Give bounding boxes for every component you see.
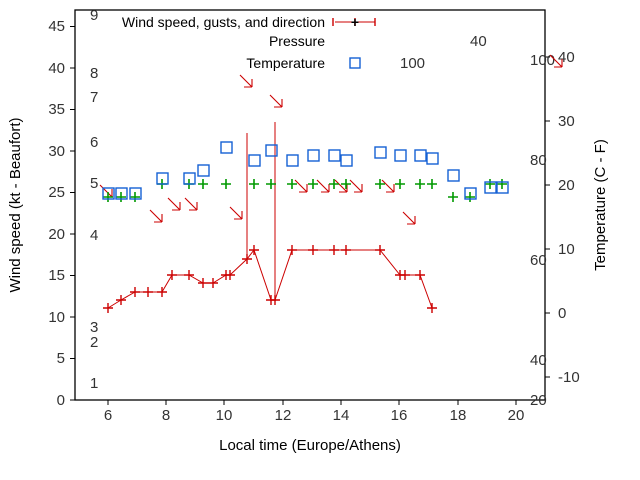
svg-text:10: 10 [216,407,233,424]
right-axis-ticks [545,57,550,377]
svg-text:4: 4 [90,227,98,244]
svg-text:20: 20 [508,407,525,424]
svg-text:7: 7 [90,89,98,106]
left-axis-title: Wind speed (kt - Beaufort) [7,117,24,292]
svg-text:8: 8 [90,65,98,82]
svg-text:5: 5 [90,175,98,192]
svg-text:6: 6 [90,134,98,151]
svg-text:-10: -10 [558,369,580,386]
svg-text:14: 14 [333,407,350,424]
svg-text:60: 60 [530,252,547,269]
svg-text:40: 40 [470,33,487,50]
svg-text:0: 0 [57,392,65,409]
svg-text:16: 16 [391,407,408,424]
svg-text:40: 40 [48,60,65,77]
svg-text:35: 35 [48,101,65,118]
svg-text:10: 10 [558,241,575,258]
right-axis-title: Temperature (C - F) [592,139,609,271]
svg-text:20: 20 [558,177,575,194]
legend: Wind speed, gusts, and direction + Press… [122,14,487,72]
x-axis-title: Local time (Europe/Athens) [219,437,401,454]
x-axis-tick-labels: 6 8 10 12 14 16 18 20 [104,407,525,424]
direction-arrows [100,55,562,224]
legend-temperature-label: Temperature [246,55,325,71]
pressure-axis-labels: 100 80 60 40 20 [530,52,555,409]
svg-text:2: 2 [90,334,98,351]
svg-text:25: 25 [48,184,65,201]
left-y-axis: 0 5 10 15 20 25 30 35 40 45 1 2 3 4 5 6 … [7,7,98,409]
svg-text:20: 20 [48,226,65,243]
svg-text:30: 30 [48,143,65,160]
svg-text:15: 15 [48,267,65,284]
svg-text:+: + [351,14,359,30]
chart-svg: 0 5 10 15 20 25 30 35 40 45 1 2 3 4 5 6 … [0,0,640,480]
wind-weather-chart: 0 5 10 15 20 25 30 35 40 45 1 2 3 4 5 6 … [0,0,640,480]
svg-text:10: 10 [48,309,65,326]
svg-text:20: 20 [530,392,547,409]
svg-text:5: 5 [57,350,65,367]
svg-text:100: 100 [530,52,555,69]
x-axis: 6 8 10 12 14 16 18 20 Local time (Europe… [104,400,525,454]
svg-text:3: 3 [90,319,98,336]
svg-text:8: 8 [162,407,170,424]
beaufort-inner-labels: 1 2 3 4 5 6 7 8 9 [90,7,98,392]
left-axis-tick-labels: 0 5 10 15 20 25 30 35 40 45 [48,18,65,409]
wind-markers[interactable] [103,245,437,313]
svg-text:40: 40 [530,352,547,369]
svg-text:40: 40 [558,49,575,66]
x-axis-ticks [108,400,516,405]
svg-text:12: 12 [275,407,292,424]
right-temp-axis: -10 0 10 20 30 40 Temperature (C - F) [545,49,609,386]
svg-text:80: 80 [530,152,547,169]
svg-text:1: 1 [90,375,98,392]
left-axis-ticks [70,27,75,401]
gust-bars [247,122,275,300]
legend-pressure-label: Pressure [269,33,325,49]
svg-text:30: 30 [558,113,575,130]
right-axis-tick-labels: -10 0 10 20 30 40 [558,49,580,386]
svg-text:18: 18 [450,407,467,424]
svg-text:45: 45 [48,18,65,35]
svg-text:100: 100 [400,55,425,72]
svg-text:0: 0 [558,305,566,322]
legend-wind-label: Wind speed, gusts, and direction [122,14,325,30]
svg-text:6: 6 [104,407,112,424]
svg-text:9: 9 [90,7,98,24]
